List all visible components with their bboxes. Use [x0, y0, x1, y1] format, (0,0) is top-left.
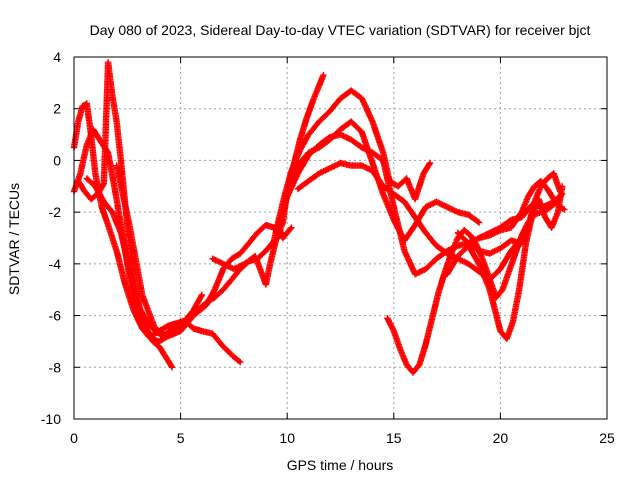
y-tick-label: 2 — [53, 101, 61, 117]
y-tick-label: -6 — [49, 308, 62, 324]
series-13 — [454, 170, 564, 257]
chart-title: Day 080 of 2023, Sidereal Day-to-day VTE… — [90, 22, 591, 38]
y-tick-label: -2 — [49, 204, 62, 220]
series-14-markers — [475, 177, 568, 242]
x-tick-label: 25 — [599, 430, 615, 446]
series-14 — [475, 177, 568, 242]
y-tick-label: -8 — [49, 359, 62, 375]
x-axis-label: GPS time / hours — [287, 457, 394, 473]
x-tick-label: 5 — [177, 430, 185, 446]
plot-frame — [73, 56, 608, 420]
x-tick-label: 20 — [493, 430, 509, 446]
y-tick-label: 0 — [53, 152, 61, 168]
y-tick-label: -4 — [49, 256, 62, 272]
series-5-markers — [113, 162, 295, 340]
x-tick-label: 0 — [70, 430, 78, 446]
series-5 — [113, 162, 295, 340]
data-marks — [70, 59, 568, 376]
series-13-markers — [454, 170, 564, 257]
y-axis-label: SDTVAR / TECUs — [6, 183, 22, 295]
x-tick-label: 15 — [386, 430, 402, 446]
y-tick-label: -10 — [41, 411, 61, 427]
x-tick-label: 10 — [279, 430, 295, 446]
y-tick-label: 4 — [53, 49, 61, 65]
axis-ticks: 0 5 10 15 20 25 -10 -8 -6 -4 -2 0 2 4 — [41, 49, 615, 446]
